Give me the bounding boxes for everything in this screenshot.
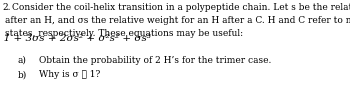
Text: states, respectively. These equations may be useful:: states, respectively. These equations ma… [5,29,243,38]
Text: Obtain the probability of 2 H’s for the trimer case.: Obtain the probability of 2 H’s for the … [40,56,272,65]
Text: Z₃ = 1 + 3σs + 2σs² + σ²s² + σs³: Z₃ = 1 + 3σs + 2σs² + σ²s² + σs³ [0,34,152,43]
Text: Why is σ ≪ 1?: Why is σ ≪ 1? [40,70,101,79]
Text: after an H, and σs the relative weight for an H after a C. H and C refer to mono: after an H, and σs the relative weight f… [5,16,350,25]
Text: 2.: 2. [3,3,11,12]
Text: a): a) [18,56,27,65]
Text: b): b) [18,70,27,79]
Text: Consider the coil-helix transition in a polypeptide chain. Let s be the relative: Consider the coil-helix transition in a … [12,3,350,12]
